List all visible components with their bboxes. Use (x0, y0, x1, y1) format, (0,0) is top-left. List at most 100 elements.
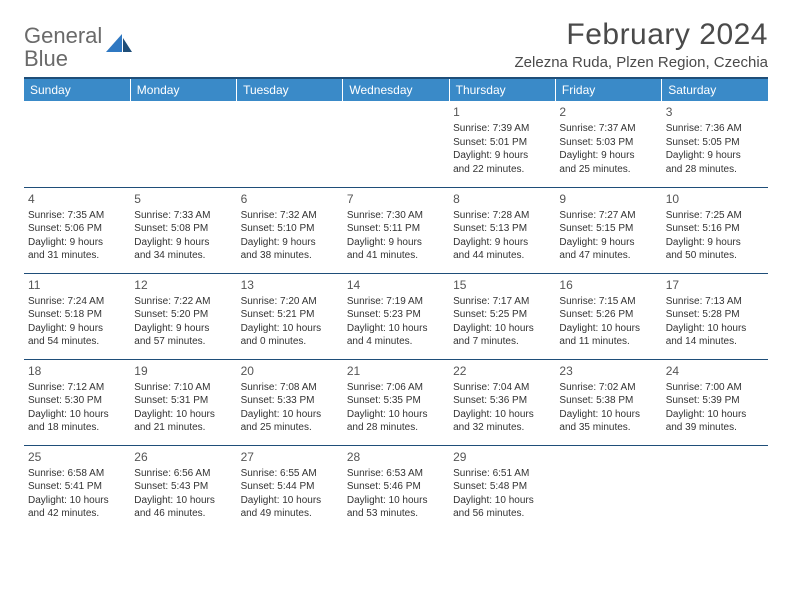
daylight-text: and 41 minutes. (347, 249, 445, 263)
daylight-text: Daylight: 10 hours (241, 494, 339, 508)
sunset-text: Sunset: 5:43 PM (134, 480, 232, 494)
sunset-text: Sunset: 5:20 PM (134, 308, 232, 322)
daylight-text: and 28 minutes. (666, 163, 764, 177)
daylight-text: and 53 minutes. (347, 507, 445, 521)
sunset-text: Sunset: 5:39 PM (666, 394, 764, 408)
day-number: 19 (134, 363, 232, 379)
daylight-text: Daylight: 10 hours (453, 408, 551, 422)
calendar-day-cell: 24Sunrise: 7:00 AMSunset: 5:39 PMDayligh… (662, 359, 768, 445)
daylight-text: and 32 minutes. (453, 421, 551, 435)
sunrise-text: Sunrise: 7:00 AM (666, 381, 764, 395)
daylight-text: and 42 minutes. (28, 507, 126, 521)
logo-line2: Blue (24, 47, 102, 70)
daylight-text: and 11 minutes. (559, 335, 657, 349)
calendar-body: 1Sunrise: 7:39 AMSunset: 5:01 PMDaylight… (24, 101, 768, 531)
day-number: 18 (28, 363, 126, 379)
column-header: Wednesday (343, 79, 449, 101)
sunrise-text: Sunrise: 6:53 AM (347, 467, 445, 481)
title-block: February 2024 Zelezna Ruda, Plzen Region… (515, 18, 768, 71)
calendar-week-row: 18Sunrise: 7:12 AMSunset: 5:30 PMDayligh… (24, 359, 768, 445)
column-header: Friday (555, 79, 661, 101)
calendar-empty-cell (343, 101, 449, 187)
day-number: 10 (666, 191, 764, 207)
day-number: 24 (666, 363, 764, 379)
daylight-text: Daylight: 10 hours (666, 322, 764, 336)
sunset-text: Sunset: 5:10 PM (241, 222, 339, 236)
sunset-text: Sunset: 5:11 PM (347, 222, 445, 236)
header: General Blue February 2024 Zelezna Ruda,… (24, 18, 768, 71)
column-header: Sunday (24, 79, 130, 101)
calendar-day-cell: 9Sunrise: 7:27 AMSunset: 5:15 PMDaylight… (555, 187, 661, 273)
daylight-text: and 7 minutes. (453, 335, 551, 349)
daylight-text: and 35 minutes. (559, 421, 657, 435)
calendar-day-cell: 17Sunrise: 7:13 AMSunset: 5:28 PMDayligh… (662, 273, 768, 359)
day-number: 6 (241, 191, 339, 207)
sunrise-text: Sunrise: 7:02 AM (559, 381, 657, 395)
day-number: 25 (28, 449, 126, 465)
sunrise-text: Sunrise: 7:17 AM (453, 295, 551, 309)
sunset-text: Sunset: 5:36 PM (453, 394, 551, 408)
day-number: 23 (559, 363, 657, 379)
sunrise-text: Sunrise: 7:10 AM (134, 381, 232, 395)
daylight-text: and 54 minutes. (28, 335, 126, 349)
sunrise-text: Sunrise: 7:15 AM (559, 295, 657, 309)
sunset-text: Sunset: 5:16 PM (666, 222, 764, 236)
calendar-day-cell: 19Sunrise: 7:10 AMSunset: 5:31 PMDayligh… (130, 359, 236, 445)
calendar-empty-cell (237, 101, 343, 187)
calendar-day-cell: 20Sunrise: 7:08 AMSunset: 5:33 PMDayligh… (237, 359, 343, 445)
daylight-text: Daylight: 10 hours (134, 494, 232, 508)
daylight-text: Daylight: 10 hours (28, 408, 126, 422)
day-number: 20 (241, 363, 339, 379)
calendar-day-cell: 28Sunrise: 6:53 AMSunset: 5:46 PMDayligh… (343, 445, 449, 531)
sunset-text: Sunset: 5:35 PM (347, 394, 445, 408)
calendar-day-cell: 26Sunrise: 6:56 AMSunset: 5:43 PMDayligh… (130, 445, 236, 531)
sunrise-text: Sunrise: 7:28 AM (453, 209, 551, 223)
calendar-day-cell: 5Sunrise: 7:33 AMSunset: 5:08 PMDaylight… (130, 187, 236, 273)
sunset-text: Sunset: 5:01 PM (453, 136, 551, 150)
calendar-week-row: 25Sunrise: 6:58 AMSunset: 5:41 PMDayligh… (24, 445, 768, 531)
sunset-text: Sunset: 5:30 PM (28, 394, 126, 408)
sunrise-text: Sunrise: 6:56 AM (134, 467, 232, 481)
sunrise-text: Sunrise: 7:25 AM (666, 209, 764, 223)
daylight-text: and 22 minutes. (453, 163, 551, 177)
daylight-text: and 57 minutes. (134, 335, 232, 349)
sunset-text: Sunset: 5:41 PM (28, 480, 126, 494)
calendar-day-cell: 2Sunrise: 7:37 AMSunset: 5:03 PMDaylight… (555, 101, 661, 187)
daylight-text: Daylight: 9 hours (134, 236, 232, 250)
column-header: Thursday (449, 79, 555, 101)
daylight-text: and 14 minutes. (666, 335, 764, 349)
calendar-week-row: 1Sunrise: 7:39 AMSunset: 5:01 PMDaylight… (24, 101, 768, 187)
day-number: 2 (559, 104, 657, 120)
day-number: 4 (28, 191, 126, 207)
sunrise-text: Sunrise: 7:35 AM (28, 209, 126, 223)
sunrise-text: Sunrise: 7:06 AM (347, 381, 445, 395)
sunset-text: Sunset: 5:03 PM (559, 136, 657, 150)
sunset-text: Sunset: 5:46 PM (347, 480, 445, 494)
sunrise-text: Sunrise: 7:19 AM (347, 295, 445, 309)
sunrise-text: Sunrise: 7:27 AM (559, 209, 657, 223)
daylight-text: and 38 minutes. (241, 249, 339, 263)
day-number: 22 (453, 363, 551, 379)
sunset-text: Sunset: 5:06 PM (28, 222, 126, 236)
sunset-text: Sunset: 5:31 PM (134, 394, 232, 408)
calendar-day-cell: 8Sunrise: 7:28 AMSunset: 5:13 PMDaylight… (449, 187, 555, 273)
daylight-text: Daylight: 9 hours (559, 149, 657, 163)
daylight-text: Daylight: 10 hours (28, 494, 126, 508)
sunrise-text: Sunrise: 7:39 AM (453, 122, 551, 136)
daylight-text: and 28 minutes. (347, 421, 445, 435)
sunset-text: Sunset: 5:28 PM (666, 308, 764, 322)
calendar-day-cell: 21Sunrise: 7:06 AMSunset: 5:35 PMDayligh… (343, 359, 449, 445)
calendar-day-cell: 12Sunrise: 7:22 AMSunset: 5:20 PMDayligh… (130, 273, 236, 359)
sunset-text: Sunset: 5:48 PM (453, 480, 551, 494)
sunrise-text: Sunrise: 7:08 AM (241, 381, 339, 395)
daylight-text: Daylight: 10 hours (559, 408, 657, 422)
daylight-text: and 44 minutes. (453, 249, 551, 263)
day-number: 29 (453, 449, 551, 465)
logo: General Blue (24, 18, 132, 70)
sunrise-text: Sunrise: 6:51 AM (453, 467, 551, 481)
calendar-week-row: 11Sunrise: 7:24 AMSunset: 5:18 PMDayligh… (24, 273, 768, 359)
daylight-text: and 25 minutes. (241, 421, 339, 435)
daylight-text: Daylight: 9 hours (28, 236, 126, 250)
day-number: 15 (453, 277, 551, 293)
sunrise-text: Sunrise: 7:20 AM (241, 295, 339, 309)
